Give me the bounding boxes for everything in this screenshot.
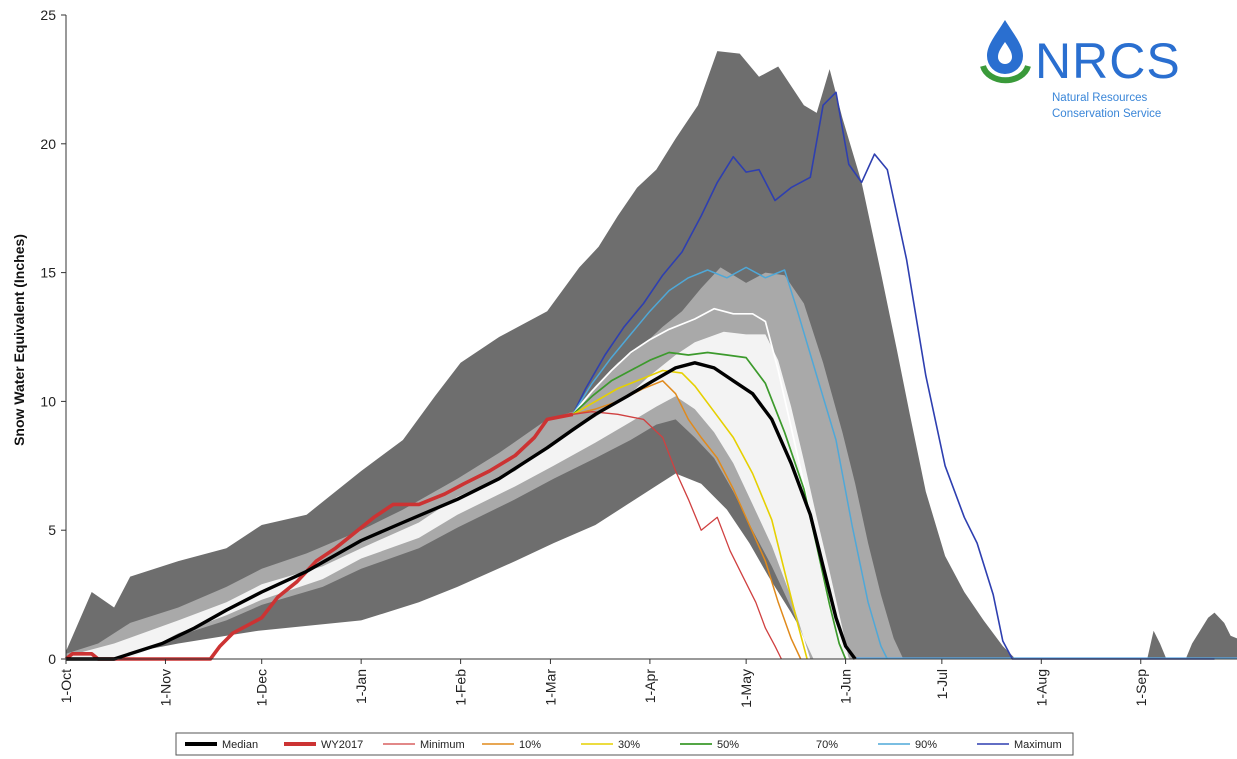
series-minimum bbox=[572, 411, 782, 660]
y-tick-label: 20 bbox=[40, 136, 56, 152]
y-tick-label: 10 bbox=[40, 393, 56, 409]
y-tick-label: 5 bbox=[48, 522, 56, 538]
percentile-bands bbox=[66, 51, 1237, 660]
x-tick-label: 1-Apr bbox=[642, 669, 658, 704]
x-tick-label: 1-May bbox=[738, 669, 754, 708]
x-tick-label: 1-Nov bbox=[157, 669, 173, 706]
x-tick-label: 1-Sep bbox=[1133, 669, 1149, 707]
series-median bbox=[66, 361, 857, 661]
series-90pct bbox=[572, 266, 888, 660]
late-season-band bbox=[1147, 612, 1237, 659]
x-tick-label: 1-Dec bbox=[254, 669, 270, 706]
green-arc-icon bbox=[980, 64, 1031, 84]
x-tick-label: 1-Jun bbox=[838, 669, 854, 704]
x-tick-label: 1-Mar bbox=[542, 669, 558, 706]
legend-label: Median bbox=[222, 739, 258, 751]
series-50pct bbox=[572, 351, 847, 660]
x-tick-label: 1-Feb bbox=[453, 669, 469, 706]
logo-wordmark: NRCS bbox=[1035, 33, 1181, 89]
band-2 bbox=[66, 331, 849, 659]
logo-line-2: Conservation Service bbox=[1052, 108, 1161, 120]
legend: Median WY2017 Minimum 10% 30% 50% 70% 90% Maximu… bbox=[175, 732, 1074, 756]
drop-highlight bbox=[998, 42, 1012, 64]
series-30pct bbox=[572, 369, 808, 660]
legend-box bbox=[175, 732, 1074, 756]
legend-label: 50% bbox=[717, 739, 739, 751]
y-tick-label: 25 bbox=[40, 7, 56, 23]
x-tick-label: 1-Aug bbox=[1033, 669, 1049, 706]
y-axis-label: Snow Water Equivalent (Inches) bbox=[11, 234, 27, 446]
y-tick-label: 0 bbox=[48, 651, 56, 667]
x-tick-label: 1-Jan bbox=[353, 669, 369, 704]
legend-label: 70% bbox=[816, 739, 838, 751]
legend-label: 30% bbox=[618, 739, 640, 751]
legend-label: Minimum bbox=[420, 739, 465, 751]
legend-label: Maximum bbox=[1014, 739, 1062, 751]
logo-line-1: Natural Resources bbox=[1052, 92, 1147, 104]
nrcs-logo: NRCS Natural Resources Conservation Serv… bbox=[980, 20, 1181, 120]
x-tick-label: 1-Jul bbox=[934, 669, 950, 699]
legend-label: 90% bbox=[915, 739, 937, 751]
x-tick-label: 1-Oct bbox=[58, 669, 74, 703]
axes: 0 5 10 15 20 25 1-Oct 1-Nov 1-Dec 1-Jan 1-Feb 1-Mar… bbox=[40, 7, 1237, 708]
legend-label: WY2017 bbox=[321, 739, 363, 751]
series-maximum bbox=[572, 91, 1215, 660]
legend-label: 10% bbox=[519, 739, 541, 751]
y-tick-label: 15 bbox=[40, 265, 56, 281]
